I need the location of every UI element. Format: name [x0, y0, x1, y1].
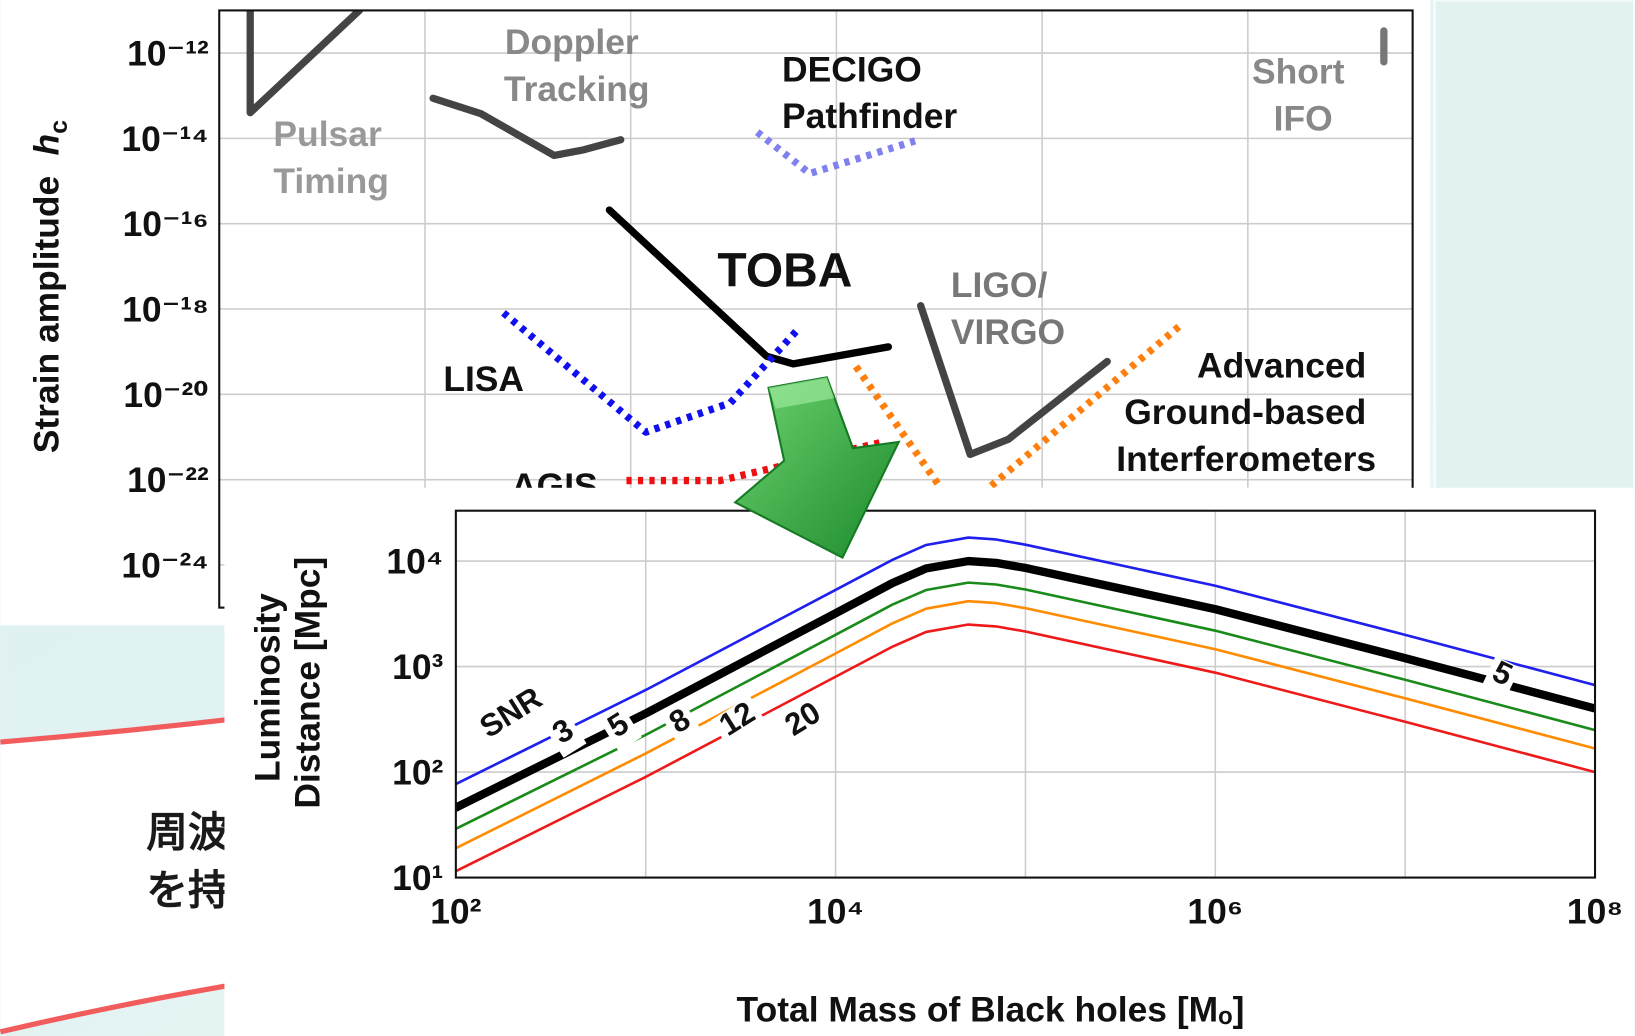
callout-border-top [0, 714, 251, 745]
series-group [455, 536, 1596, 873]
curve-label-background [661, 702, 704, 748]
y-tick-label: 10⁻²² [127, 460, 209, 500]
y-tick-label: 10³ [392, 647, 443, 687]
series-group [246, 10, 1388, 489]
series-label: Pulsar Timing [273, 114, 391, 201]
callout-box [0, 717, 251, 1032]
series-line [917, 302, 1111, 459]
x-tick-label: 10⁴ [807, 891, 864, 931]
y-tick-label: 10⁴ [386, 542, 443, 582]
y-tick-label: 10⁻²⁰ [123, 375, 208, 415]
side-panel [1432, 0, 1635, 492]
series-label: LISA [443, 359, 524, 399]
panel-background [224, 487, 1635, 1036]
x-tick-label: 10⁶ [1187, 891, 1243, 931]
series-label: Advanced Ground-based Interferometers [1116, 345, 1376, 479]
y-tick-label: 10² [392, 753, 443, 793]
y-tick-label: 10⁻²⁴ [121, 545, 208, 585]
curve-label-background [599, 707, 642, 752]
series-label: DECIGO Pathfinder [782, 49, 957, 136]
series-label: LIGO/ VIRGO [951, 265, 1065, 352]
x-axis-title: Total Mass of Black holes [Mₒ] [737, 989, 1245, 1029]
green-arrow [733, 376, 901, 560]
y-tick-label: 10⁻¹⁶ [123, 204, 209, 244]
series-line [246, 10, 363, 117]
series-line [455, 556, 1596, 812]
y-tick-label: 10⁻¹² [127, 34, 209, 74]
series-line [429, 94, 625, 160]
arrow [733, 376, 901, 560]
y-tick-label: 10⁻¹⁴ [121, 119, 208, 159]
y-axis-title: Luminosity Distance [Mpc] [248, 557, 328, 809]
series-label: Short IFO [1252, 51, 1354, 138]
y-tick-label: 10⁻¹⁸ [122, 290, 209, 330]
series-line [605, 206, 893, 368]
x-tick-label: 10⁸ [1567, 891, 1623, 931]
series-line [501, 310, 802, 436]
callout-border-bottom [0, 979, 251, 1035]
distance-panel [224, 487, 1635, 1036]
curve-label-background [710, 695, 769, 751]
y-tick-label: 10¹ [392, 858, 443, 898]
series-line [455, 581, 1596, 831]
curve-label-background [776, 695, 835, 751]
series-line [455, 599, 1596, 850]
series-line [455, 623, 1596, 873]
series-label: Doppler Tracking [504, 22, 650, 109]
y-axis-title: Strain amplitude hc [27, 120, 73, 453]
series-line [852, 322, 1183, 489]
series-label: TOBA [717, 245, 852, 298]
curve-label-background [544, 713, 587, 758]
series-line [455, 536, 1596, 786]
plot-frame [454, 509, 1597, 879]
curve-label-background [1480, 656, 1521, 700]
series-line [626, 438, 884, 485]
arrow-highlight [768, 377, 835, 409]
x-tick-label: 10² [430, 891, 481, 931]
callout: 周波で を持つ [0, 714, 271, 1035]
